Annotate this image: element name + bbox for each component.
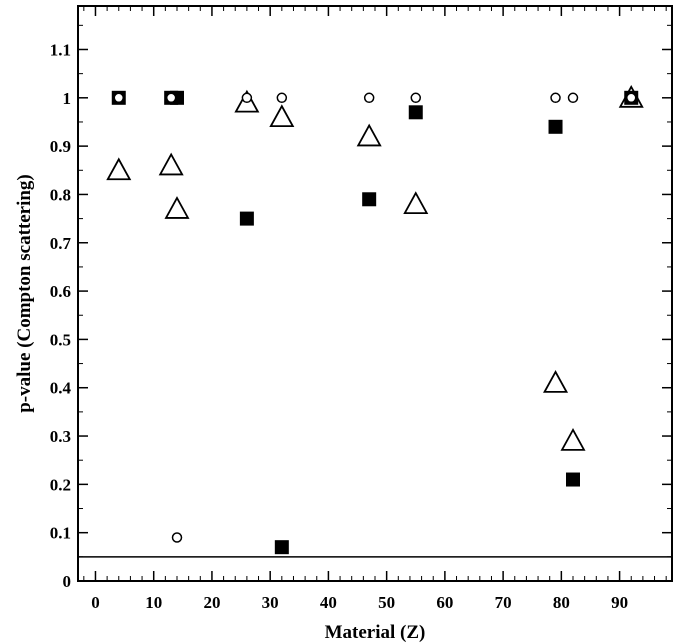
square-marker — [548, 119, 563, 134]
y-tick-label: 0.5 — [50, 330, 71, 349]
triangle-marker — [164, 196, 190, 219]
x-tick-label: 10 — [145, 593, 162, 612]
y-tick-label: 0.1 — [50, 524, 71, 543]
circle-marker — [410, 92, 422, 104]
circle-marker — [363, 92, 375, 104]
circle-marker — [625, 92, 637, 104]
triangle-marker — [269, 104, 295, 128]
y-tick-label: 0.9 — [50, 137, 71, 156]
y-tick-label: 0.2 — [50, 475, 71, 494]
y-tick-label: 0.3 — [50, 427, 71, 446]
y-axis-ticks: 0 0.1 0.2 0.3 0.4 0.5 0.6 0.7 0.8 0.9 1 1.1 — [50, 24, 672, 591]
x-tick-label: 50 — [378, 593, 395, 612]
circle-marker — [113, 92, 125, 104]
triangle-marker — [106, 157, 132, 181]
y-tick-label: 0 — [63, 572, 72, 591]
y-tick-label: 0.6 — [50, 282, 71, 301]
x-tick-label: 0 — [91, 593, 100, 612]
circle-marker — [165, 92, 177, 104]
y-tick-label: 1 — [63, 89, 72, 108]
triangle-marker — [543, 370, 569, 393]
y-tick-label: 1.1 — [50, 40, 71, 59]
y-tick-label: 0.8 — [50, 185, 71, 204]
triangle-marker — [234, 89, 260, 113]
x-tick-label: 60 — [436, 593, 453, 612]
x-tick-label: 90 — [611, 593, 628, 612]
circle-marker — [276, 92, 288, 104]
x-tick-label: 70 — [495, 593, 512, 612]
circle-marker — [550, 92, 561, 104]
square-marker — [566, 472, 580, 487]
square-marker — [408, 105, 423, 120]
triangle-marker — [403, 191, 429, 215]
x-tick-label: 40 — [320, 593, 337, 612]
data-points — [106, 84, 644, 555]
triangle-marker — [356, 123, 382, 147]
y-axis-title: p-value (Compton scattering) — [14, 174, 35, 413]
y-tick-label: 0.4 — [50, 379, 72, 398]
triangle-marker — [158, 152, 184, 176]
triangle-marker — [560, 428, 586, 451]
x-tick-label: 80 — [553, 593, 570, 612]
square-marker — [239, 211, 254, 226]
y-tick-label: 0.7 — [50, 234, 72, 253]
circle-marker — [567, 92, 579, 104]
x-tick-label: 30 — [262, 593, 279, 612]
x-axis-ticks: 0 10 20 30 40 50 60 70 80 90 — [83, 6, 667, 612]
x-tick-label: 20 — [203, 593, 220, 612]
square-marker — [362, 192, 377, 207]
x-axis-title: Material (Z) — [325, 622, 426, 643]
circle-marker — [241, 92, 253, 104]
circle-marker — [171, 532, 183, 543]
square-marker — [274, 540, 289, 555]
